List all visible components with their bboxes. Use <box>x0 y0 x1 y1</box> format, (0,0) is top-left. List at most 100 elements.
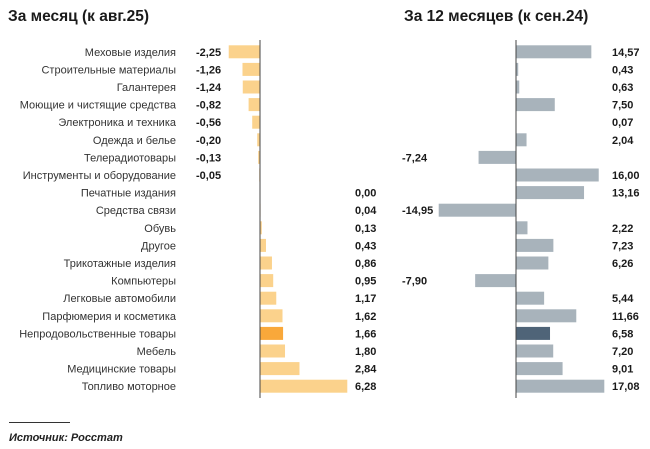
chart-title-monthly: За месяц (к авг.25) <box>8 8 150 25</box>
category-label: Печатные издания <box>81 188 176 200</box>
data-label-monthly: 0,13 <box>355 223 376 235</box>
bar-yearly <box>516 186 585 200</box>
bar-yearly <box>516 379 605 393</box>
category-label: Одежда и белье <box>93 135 176 147</box>
data-label-yearly: 13,16 <box>612 188 640 200</box>
category-label: Меховые изделия <box>85 47 176 59</box>
bar-yearly <box>516 168 599 182</box>
data-label-monthly: -2,25 <box>196 47 221 59</box>
data-label-yearly: 2,22 <box>612 223 633 235</box>
bar-yearly <box>516 80 520 94</box>
bar-monthly <box>260 274 274 288</box>
category-label: Моющие и чистящие средства <box>20 100 177 112</box>
data-label-monthly: 0,04 <box>355 205 377 217</box>
data-label-monthly: 0,43 <box>355 240 376 252</box>
data-label-monthly: -1,26 <box>196 64 221 76</box>
data-label-yearly: 7,20 <box>612 346 633 358</box>
bar-monthly <box>260 256 272 270</box>
bar-monthly <box>228 45 260 59</box>
data-label-yearly: 0,63 <box>612 82 633 94</box>
bar-yearly <box>516 291 545 305</box>
data-label-yearly: -7,90 <box>402 276 427 288</box>
data-label-monthly: -0,20 <box>196 135 221 147</box>
category-label: Парфюмерия и косметика <box>42 311 177 323</box>
data-label-monthly: 1,80 <box>355 346 376 358</box>
data-label-monthly: 6,28 <box>355 381 376 393</box>
bar-yearly <box>516 326 551 340</box>
bar-monthly <box>258 150 260 164</box>
category-label: Строительные материалы <box>41 64 176 76</box>
category-label: Трикотажные изделия <box>64 258 176 270</box>
data-label-monthly: 0,95 <box>355 276 376 288</box>
bar-monthly <box>248 98 260 112</box>
bar-monthly <box>260 326 284 340</box>
data-label-monthly: 1,62 <box>355 311 376 323</box>
bar-yearly <box>516 309 577 323</box>
data-label-yearly: -14,95 <box>402 205 433 217</box>
category-label: Топливо моторное <box>82 381 176 393</box>
bar-monthly <box>260 309 283 323</box>
data-label-yearly: -7,24 <box>402 152 428 164</box>
data-label-yearly: 7,23 <box>612 240 633 252</box>
category-label: Средства связи <box>96 205 176 217</box>
category-label: Электроника и техника <box>58 117 176 129</box>
category-label: Галантерея <box>117 82 176 94</box>
data-label-monthly: 2,84 <box>355 364 377 376</box>
bar-yearly <box>516 221 528 235</box>
bar-monthly <box>260 379 348 393</box>
category-label: Телерадиотовары <box>84 152 176 164</box>
category-label: Мебель <box>137 346 177 358</box>
bar-monthly <box>260 221 262 235</box>
data-label-yearly: 6,26 <box>612 258 633 270</box>
category-label: Компьютеры <box>111 276 176 288</box>
data-label-yearly: 16,00 <box>612 170 640 182</box>
data-label-yearly: 0,43 <box>612 64 633 76</box>
data-label-monthly: 1,17 <box>355 293 376 305</box>
bar-yearly <box>438 203 516 217</box>
bar-yearly <box>475 274 516 288</box>
data-label-yearly: 7,50 <box>612 100 633 112</box>
bar-monthly <box>252 115 260 129</box>
data-label-monthly: 0,86 <box>355 258 376 270</box>
data-label-monthly: -0,13 <box>196 152 221 164</box>
bar-monthly <box>242 80 260 94</box>
data-label-monthly: -0,05 <box>196 170 221 182</box>
category-label: Другое <box>141 240 176 252</box>
category-label: Инструменты и оборудование <box>23 170 176 182</box>
bar-yearly <box>516 238 554 252</box>
data-label-monthly: 1,66 <box>355 328 376 340</box>
chart-title-yearly: За 12 месяцев (к сен.24) <box>404 8 589 25</box>
bar-monthly <box>242 62 260 76</box>
category-label: Легковые автомобили <box>63 293 176 305</box>
bar-yearly <box>516 62 519 76</box>
bar-yearly <box>516 344 554 358</box>
category-label: Медицинские товары <box>67 364 176 376</box>
data-label-yearly: 11,66 <box>612 311 639 323</box>
data-label-yearly: 0,07 <box>612 117 633 129</box>
data-label-yearly: 17,08 <box>612 381 640 393</box>
data-label-monthly: -1,24 <box>196 82 222 94</box>
bar-monthly <box>257 133 260 147</box>
data-label-monthly: 0,00 <box>355 188 376 200</box>
bar-yearly <box>516 133 527 147</box>
bar-yearly <box>478 150 516 164</box>
data-label-yearly: 6,58 <box>612 328 633 340</box>
bar-yearly <box>516 256 549 270</box>
data-label-yearly: 5,44 <box>612 293 634 305</box>
bar-monthly <box>260 291 277 305</box>
bar-yearly <box>516 45 592 59</box>
data-label-yearly: 14,57 <box>612 47 640 59</box>
bar-monthly <box>260 344 286 358</box>
bar-yearly <box>516 362 563 376</box>
data-label-yearly: 9,01 <box>612 364 633 376</box>
data-label-monthly: -0,56 <box>196 117 221 129</box>
data-label-monthly: -0,82 <box>196 100 221 112</box>
data-label-yearly: 2,04 <box>612 135 634 147</box>
bar-monthly <box>260 362 300 376</box>
source-note: Источник: Росстат <box>9 432 123 444</box>
bar-monthly <box>260 238 266 252</box>
category-label: Непродовольственные товары <box>19 328 176 340</box>
bar-yearly <box>516 98 555 112</box>
footer-divider <box>9 422 70 423</box>
